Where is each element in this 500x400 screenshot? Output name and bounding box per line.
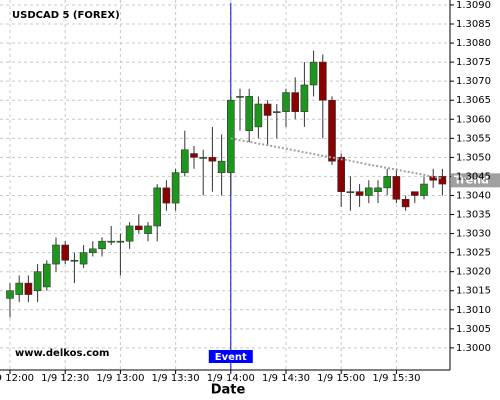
candle-body xyxy=(227,99,235,173)
y-tick-label: 1.3065 xyxy=(456,95,491,106)
candle-body xyxy=(236,96,244,98)
candle-body xyxy=(318,61,327,101)
candle-body xyxy=(254,103,263,128)
candle-body xyxy=(263,103,272,116)
y-tick-label: 1.3060 xyxy=(456,114,491,125)
candle-body xyxy=(272,111,281,113)
y-tick-label: 1.3090 xyxy=(456,0,491,11)
candle-body xyxy=(282,92,290,112)
candle-body xyxy=(125,225,134,242)
candle-body xyxy=(420,183,428,196)
y-tick-label: 1.3075 xyxy=(456,57,491,68)
y-tick-label: 1.3020 xyxy=(456,267,491,278)
candle-body xyxy=(135,225,143,231)
trend-label: Trend xyxy=(454,173,489,186)
y-tick-label: 1.3010 xyxy=(456,305,491,316)
candle-body xyxy=(171,172,180,204)
candle-body xyxy=(33,271,42,292)
y-tick-label: 1.3005 xyxy=(456,324,491,335)
y-tick-label: 1.3000 xyxy=(456,343,491,354)
candle-body xyxy=(190,153,198,158)
candle-body xyxy=(79,252,88,265)
candle-body xyxy=(52,244,60,265)
candle-body xyxy=(364,187,373,196)
y-tick-label: 1.3055 xyxy=(456,133,491,144)
x-axis-title: Date xyxy=(211,383,246,398)
candle-body xyxy=(15,282,23,295)
candle-body xyxy=(144,225,152,234)
candle-body xyxy=(355,191,364,196)
candle-body xyxy=(309,61,318,86)
candle-body xyxy=(89,248,97,253)
y-tick-label: 1.3080 xyxy=(456,38,491,49)
candle-body xyxy=(438,176,447,185)
x-tick-label: 1/9 14:00 xyxy=(207,373,255,384)
x-tick-label: 1/9 12:00 xyxy=(0,373,34,384)
candle-body xyxy=(6,290,14,299)
event-label: Event xyxy=(215,352,247,363)
candle-body xyxy=(217,160,226,173)
marks xyxy=(6,3,447,370)
candle-body xyxy=(98,240,106,250)
candle-body xyxy=(42,263,51,288)
candle-body xyxy=(70,259,79,262)
chart-title: USDCAD 5 (FOREX) xyxy=(12,10,120,21)
candle-body xyxy=(208,157,217,162)
candle-body xyxy=(61,244,70,261)
candle-body xyxy=(392,176,401,200)
trend-label-box xyxy=(451,173,500,188)
y-tick-label: 1.3070 xyxy=(456,76,491,87)
candle-body xyxy=(291,92,300,112)
x-tick-label: 1/9 13:00 xyxy=(96,373,144,384)
candle-body xyxy=(410,191,419,196)
y-tick-label: 1.3040 xyxy=(456,190,491,201)
candle-body xyxy=(181,149,189,173)
x-tick-label: 1/9 15:30 xyxy=(372,373,420,384)
overlays: Event Trend xyxy=(208,173,500,363)
x-tick-label: 1/9 13:30 xyxy=(152,373,200,384)
plot-area xyxy=(0,0,450,370)
candle-body xyxy=(116,240,125,243)
candle-body xyxy=(245,96,253,132)
y-tick-label: 1.3035 xyxy=(456,210,491,221)
watermark: www.delkos.com xyxy=(15,348,109,359)
candle-body xyxy=(328,99,336,162)
candle-body xyxy=(374,187,382,192)
x-tick-label: 1/9 12:30 xyxy=(41,373,89,384)
candle-body xyxy=(107,240,115,243)
x-tick-label: 1/9 14:30 xyxy=(262,373,310,384)
candle-body xyxy=(401,198,410,208)
x-tick-label: 1/9 15:00 xyxy=(317,373,365,384)
candle-body xyxy=(153,187,161,227)
y-tick-label: 1.3085 xyxy=(456,19,491,30)
candle-body xyxy=(346,191,355,193)
y-tick-label: 1.3030 xyxy=(456,229,491,240)
candle-body xyxy=(24,282,33,295)
candle-body xyxy=(162,187,171,204)
y-tick-label: 1.3015 xyxy=(456,286,491,297)
candle-body xyxy=(300,84,309,112)
y-tick-label: 1.3050 xyxy=(456,152,491,163)
event-label-box xyxy=(208,350,253,363)
candle-body xyxy=(383,176,392,189)
y-tick-label: 1.3045 xyxy=(456,171,491,182)
candle-body xyxy=(199,157,207,159)
candle-body xyxy=(337,157,346,192)
y-tick-label: 1.3025 xyxy=(456,248,491,259)
